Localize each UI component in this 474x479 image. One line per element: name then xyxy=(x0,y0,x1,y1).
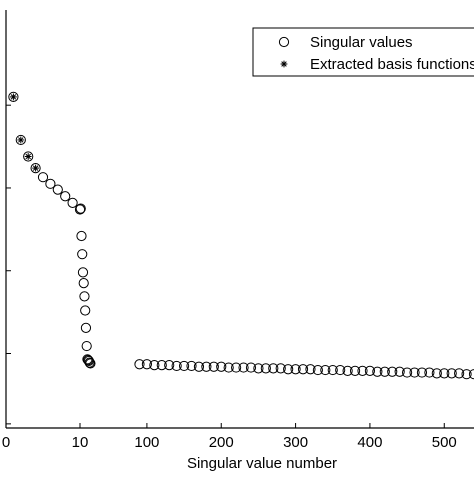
singular-value-point xyxy=(327,364,338,376)
singular-value-point xyxy=(74,204,86,215)
singular-value-point xyxy=(141,359,153,370)
singular-value-point xyxy=(461,369,472,380)
singular-value-point xyxy=(201,361,212,372)
singular-value-point xyxy=(83,355,95,367)
singular-value-point xyxy=(216,361,227,372)
legend-label: Extracted basis functions xyxy=(310,56,474,73)
singular-value-point xyxy=(80,305,91,316)
singular-value-point xyxy=(171,360,182,372)
singular-value-point xyxy=(238,362,249,373)
singular-value-point xyxy=(379,366,390,377)
singular-value-point xyxy=(84,357,95,368)
singular-value-point xyxy=(77,267,89,278)
singular-value-point xyxy=(401,367,413,378)
singular-value-point xyxy=(15,134,26,146)
singular-value-point xyxy=(275,363,286,374)
x-tick-label: 400 xyxy=(357,434,382,451)
singular-value-point xyxy=(394,366,405,377)
x-tick-label: 200 xyxy=(209,434,234,451)
singular-value-point xyxy=(30,162,41,174)
x-tick-label: 0 xyxy=(2,434,10,451)
legend-box xyxy=(252,27,474,77)
singular-value-point xyxy=(52,184,63,195)
singular-value-point xyxy=(75,203,86,214)
singular-value-point xyxy=(231,362,242,373)
singular-value-point xyxy=(76,230,87,242)
basis-function-point xyxy=(10,93,17,101)
singular-value-point xyxy=(342,365,353,376)
singular-value-point xyxy=(253,363,264,374)
singular-value-point xyxy=(8,91,19,103)
basis-function-point xyxy=(32,164,39,172)
singular-value-point xyxy=(268,363,279,374)
singular-value-point xyxy=(312,364,323,376)
y-ticks xyxy=(6,104,11,425)
singular-value-point xyxy=(134,359,145,370)
singular-value-point xyxy=(446,368,457,379)
singular-value-point xyxy=(23,151,34,162)
singular-value-point xyxy=(335,364,346,376)
singular-value-point xyxy=(320,364,331,376)
singular-value-point xyxy=(83,355,94,366)
singular-value-point xyxy=(67,197,78,208)
singular-value-point xyxy=(45,178,56,189)
basis-function-point xyxy=(24,153,32,160)
singular-value-point xyxy=(387,366,398,377)
x-tick-label: 500 xyxy=(432,434,457,451)
singular-value-point xyxy=(60,191,71,202)
singular-value-point xyxy=(208,361,219,372)
singular-value-point xyxy=(283,364,294,375)
legend-label: Singular values xyxy=(310,34,413,51)
singular-value-point xyxy=(178,360,190,372)
singular-value-point xyxy=(439,368,450,379)
x-ticks: 0 10 100 200 300 400 500 xyxy=(2,423,457,451)
singular-value-point xyxy=(79,291,90,302)
singular-value-point xyxy=(305,364,316,375)
singular-value-point xyxy=(297,364,309,375)
singular-value-point xyxy=(223,362,234,373)
plot-frame xyxy=(5,10,474,429)
singular-value-point xyxy=(364,365,376,376)
legend-marker-circle xyxy=(278,36,290,48)
singular-value-point xyxy=(37,172,49,183)
singular-value-point xyxy=(290,364,301,375)
singular-value-point xyxy=(416,367,428,378)
singular-value-point xyxy=(85,358,96,369)
singular-value-point xyxy=(424,367,435,378)
singular-value-point xyxy=(193,361,205,372)
singular-value-point xyxy=(409,367,420,378)
singular-value-point xyxy=(80,322,92,333)
singular-value-point xyxy=(149,359,160,371)
singular-value-point xyxy=(156,359,167,371)
singular-value-point xyxy=(81,340,92,352)
x-axis-label: Singular value number xyxy=(187,455,337,472)
x-tick-label: 300 xyxy=(283,434,308,451)
legend: Singular values Extracted basis functions xyxy=(252,27,474,77)
singular-value-point xyxy=(357,365,368,376)
x-tick-label: 100 xyxy=(134,434,159,451)
legend-marker-asterisk xyxy=(280,60,288,68)
singular-value-point xyxy=(245,362,257,373)
data-marks xyxy=(8,91,474,380)
basis-function-point xyxy=(17,136,25,144)
singular-value-point xyxy=(431,368,442,379)
x-tick-label: 10 xyxy=(72,434,89,451)
singular-value-point xyxy=(164,359,175,371)
singular-value-point xyxy=(349,365,361,376)
singular-value-point xyxy=(454,368,465,379)
singular-value-point xyxy=(260,363,271,374)
singular-value-point xyxy=(77,249,88,260)
singular-value-point xyxy=(78,278,89,289)
singular-value-point xyxy=(186,360,197,372)
singular-value-point xyxy=(372,366,383,377)
